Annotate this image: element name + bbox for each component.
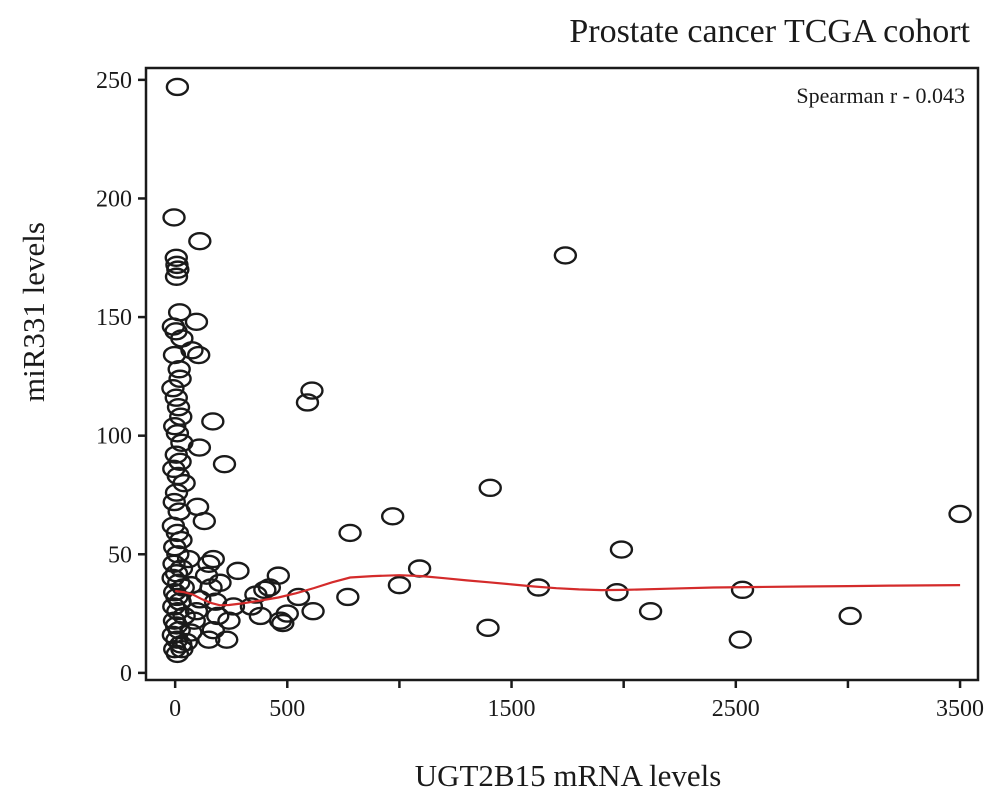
data-point bbox=[239, 597, 264, 616]
data-point bbox=[380, 507, 405, 526]
data-point bbox=[172, 473, 196, 493]
data-point bbox=[164, 267, 189, 286]
data-point bbox=[162, 492, 186, 512]
data-point bbox=[476, 618, 500, 638]
data-point bbox=[226, 561, 250, 581]
plot-frame bbox=[144, 66, 980, 682]
data-point bbox=[605, 583, 629, 602]
data-point bbox=[162, 554, 186, 573]
trend-line bbox=[175, 574, 961, 607]
data-point bbox=[192, 511, 217, 531]
data-point bbox=[184, 312, 209, 332]
y-tick-label: 100 bbox=[96, 424, 132, 450]
y-axis: 0 50 100 150 200 250 bbox=[96, 68, 146, 687]
data-point bbox=[553, 246, 578, 265]
x-axis-label: UGT2B15 mRNA levels bbox=[415, 758, 722, 793]
data-point bbox=[336, 587, 360, 607]
data-point bbox=[167, 620, 191, 640]
data-point bbox=[208, 573, 232, 592]
data-point bbox=[163, 416, 187, 436]
data-point bbox=[638, 602, 663, 621]
data-point bbox=[166, 602, 190, 621]
data-point bbox=[271, 613, 295, 633]
data-point bbox=[301, 602, 325, 621]
x-tick-label: 1500 bbox=[488, 696, 536, 722]
data-point bbox=[728, 630, 752, 649]
x-tick-label: 500 bbox=[269, 696, 305, 722]
data-point bbox=[286, 587, 311, 607]
data-point bbox=[179, 623, 203, 642]
data-point bbox=[478, 478, 502, 498]
data-point bbox=[253, 580, 277, 600]
data-point bbox=[164, 248, 188, 267]
data-point bbox=[164, 388, 188, 407]
chart-title: Prostate cancer TCGA cohort bbox=[569, 13, 970, 50]
data-point bbox=[188, 231, 212, 251]
x-tick-label: 3500 bbox=[936, 696, 984, 722]
data-point bbox=[221, 597, 246, 616]
spearman-annotation: Spearman r - 0.043 bbox=[796, 83, 965, 108]
data-point bbox=[169, 559, 194, 578]
data-point bbox=[162, 208, 186, 227]
data-point bbox=[266, 566, 291, 585]
data-point bbox=[948, 504, 972, 524]
data-point bbox=[295, 393, 320, 412]
data-point bbox=[197, 554, 221, 573]
data-point bbox=[166, 260, 190, 279]
data-point bbox=[338, 523, 362, 543]
data-point bbox=[188, 590, 212, 609]
data-point bbox=[275, 604, 299, 623]
y-tick-label: 0 bbox=[120, 661, 132, 687]
x-tick-label: 0 bbox=[169, 696, 181, 722]
data-point bbox=[187, 345, 211, 365]
data-point bbox=[182, 611, 206, 630]
data-point bbox=[164, 483, 189, 502]
data-point bbox=[730, 580, 755, 600]
data-point bbox=[174, 632, 199, 652]
y-tick-label: 250 bbox=[96, 68, 132, 94]
x-axis: 0 500 1500 2500 3500 bbox=[169, 680, 984, 722]
data-point bbox=[387, 575, 412, 595]
data-point bbox=[168, 369, 192, 388]
data-point bbox=[184, 602, 209, 621]
data-point bbox=[201, 549, 225, 569]
data-point bbox=[169, 407, 193, 426]
data-point bbox=[166, 398, 191, 417]
y-axis-label: miR331 levels bbox=[16, 222, 51, 402]
data-point bbox=[838, 606, 862, 626]
data-point bbox=[201, 412, 225, 431]
data-point bbox=[197, 630, 221, 649]
data-point bbox=[300, 381, 324, 400]
y-tick-label: 200 bbox=[96, 186, 132, 212]
data-point bbox=[407, 559, 432, 578]
data-point bbox=[212, 454, 237, 474]
x-tick-label: 2500 bbox=[712, 696, 760, 722]
data-point bbox=[609, 540, 634, 559]
data-point bbox=[167, 360, 191, 379]
data-point bbox=[165, 424, 190, 443]
data-point bbox=[201, 620, 225, 640]
y-tick-label: 50 bbox=[108, 542, 132, 568]
y-tick-label: 150 bbox=[96, 305, 132, 331]
data-point bbox=[215, 630, 239, 649]
data-points bbox=[161, 77, 972, 664]
data-point bbox=[165, 77, 190, 97]
data-point bbox=[161, 379, 185, 398]
data-point bbox=[187, 438, 212, 457]
